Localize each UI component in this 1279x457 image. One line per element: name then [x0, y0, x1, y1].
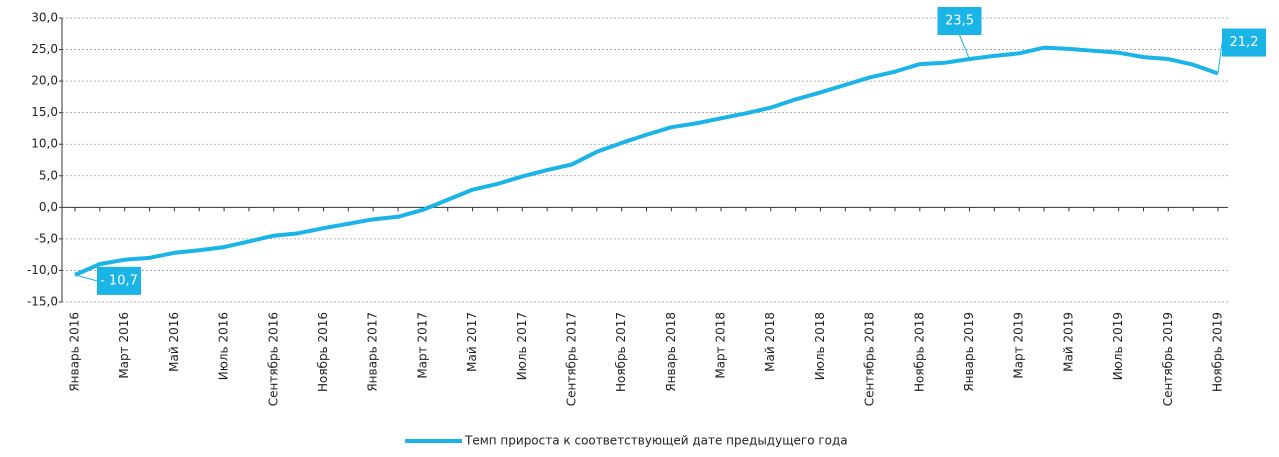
label-leader: [1217, 42, 1223, 74]
x-tick-label: Март 2017: [415, 312, 429, 379]
x-tick-label: Сентябрь 2016: [266, 312, 280, 406]
label-box: [1222, 28, 1266, 57]
label-box: [97, 266, 141, 295]
y-tick-label: -15,0: [27, 295, 58, 309]
x-tick-label: Ноябрь 2018: [912, 312, 926, 392]
x-tick-label: Ноябрь 2016: [316, 312, 330, 392]
x-tick-label: Ноябрь 2017: [614, 312, 628, 392]
y-tick-label: -5,0: [35, 231, 58, 245]
x-tick-label: Июль 2016: [217, 312, 231, 380]
y-tick-label: 20,0: [31, 74, 58, 88]
x-tick-label: Январь 2017: [366, 312, 380, 392]
legend-label: Темп прироста к соответствующей дате пре…: [464, 434, 848, 448]
x-tick-label: Сентябрь 2019: [1161, 312, 1175, 406]
x-tick-label: Июль 2017: [515, 312, 529, 380]
x-tick-label: Январь 2019: [962, 312, 976, 392]
y-tick-label: 30,0: [31, 11, 58, 25]
x-tick-label: Март 2019: [1012, 312, 1026, 379]
x-tick-label: Март 2016: [117, 312, 131, 379]
x-tick-label: Сентябрь 2018: [863, 312, 877, 406]
x-tick-label: Ноябрь 2019: [1211, 312, 1225, 392]
y-tick-label: 25,0: [31, 42, 58, 56]
label-leader: [74, 274, 98, 282]
y-tick-label: 5,0: [39, 168, 58, 182]
x-tick-label: Май 2016: [167, 312, 181, 372]
y-tick-label: 10,0: [31, 137, 58, 151]
x-tick-label: Июль 2018: [813, 312, 827, 380]
x-tick-label: Май 2018: [763, 312, 777, 372]
data-label: 23,5: [945, 14, 974, 29]
x-tick-label: Май 2019: [1061, 312, 1075, 372]
data-label: 21,2: [1230, 35, 1259, 50]
x-tick-label: Май 2017: [465, 312, 479, 372]
x-tick-label: Январь 2016: [68, 312, 82, 392]
label-box: [937, 7, 982, 36]
y-tick-label: 0,0: [39, 200, 58, 214]
series-line: [74, 45, 1219, 277]
label-leader: [959, 34, 970, 60]
x-tick-label: Март 2018: [714, 312, 728, 379]
y-tick-label: 15,0: [31, 105, 58, 119]
data-label: - 10,7: [100, 273, 138, 288]
x-tick-label: Сентябрь 2017: [564, 312, 578, 406]
x-tick-label: Июль 2019: [1111, 312, 1125, 380]
x-tick-label: Январь 2018: [664, 312, 678, 392]
y-tick-label: -10,0: [27, 263, 58, 277]
